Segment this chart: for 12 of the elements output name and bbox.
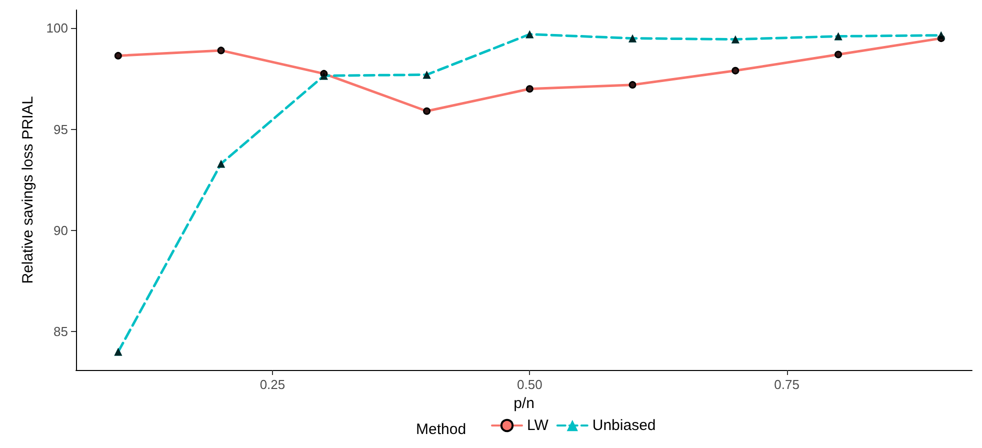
y-tick-label: 90: [54, 222, 68, 238]
y-tick-label: 95: [54, 122, 68, 137]
y-tick-label: 100: [46, 20, 68, 36]
y-axis-title: Relative savings loss PRIAL: [19, 96, 36, 284]
x-axis-title: p/n: [514, 394, 534, 412]
y-tick-label: 85: [54, 324, 68, 340]
x-tick-label: 0.50: [517, 377, 542, 392]
x-tick-label: 0.25: [260, 377, 286, 392]
x-tick-label: 0.75: [774, 377, 800, 392]
legend-title: Method: [416, 421, 466, 438]
legend-label: LW: [527, 417, 550, 434]
legend-label: Unbiased: [592, 417, 656, 434]
